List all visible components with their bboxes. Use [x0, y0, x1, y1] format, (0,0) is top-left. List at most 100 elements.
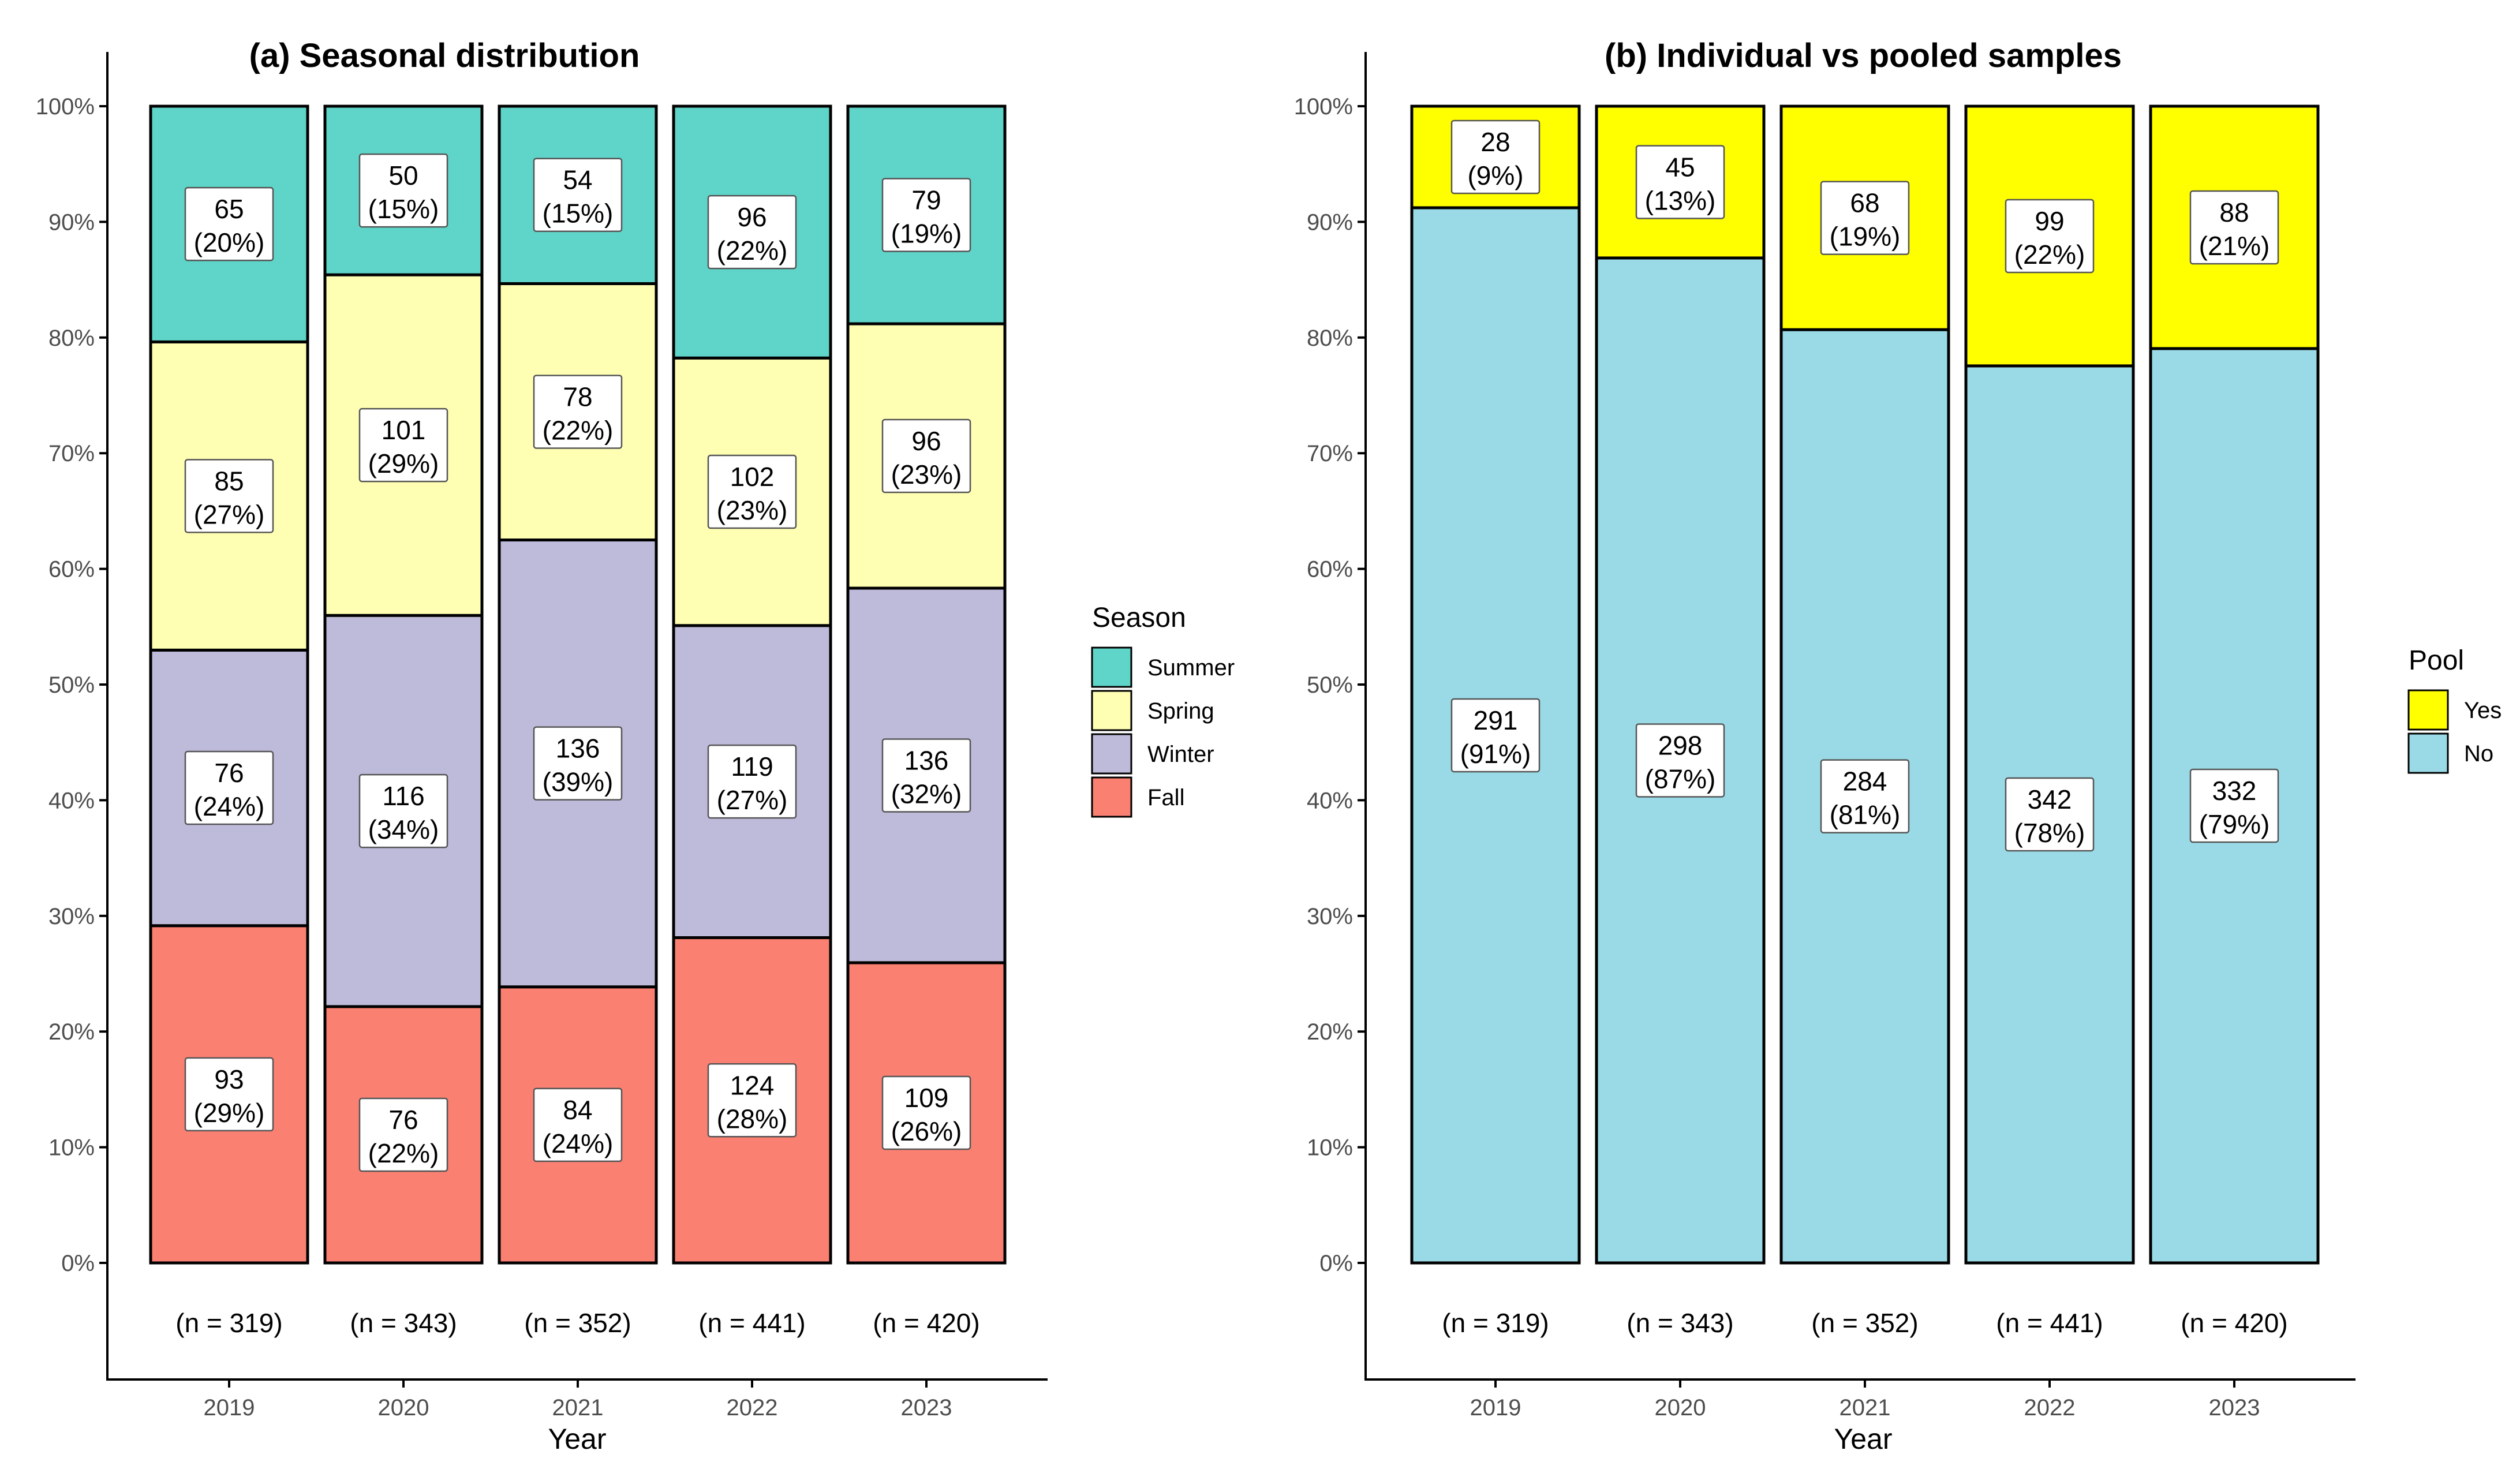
data-label-percent: (22%) — [543, 415, 614, 445]
data-label-percent: (34%) — [368, 814, 439, 844]
legend: Season Summer Spring Winter Fall — [1091, 603, 1235, 818]
legend-key-summer — [1091, 646, 1132, 688]
x-tick-label: 2021 — [1839, 1395, 1891, 1420]
data-label-count: 68 — [1850, 188, 1879, 218]
data-label-count: 96 — [911, 426, 941, 456]
n-label: (n = 319) — [1442, 1308, 1549, 1338]
data-label-percent: (13%) — [1645, 185, 1716, 215]
legend-key-yes — [2407, 689, 2449, 731]
y-tick-label: 80% — [48, 326, 95, 351]
data-label-percent: (32%) — [891, 779, 962, 809]
data-label-count: 88 — [2219, 197, 2249, 227]
data-label-percent: (22%) — [717, 235, 788, 266]
data-label-percent: (29%) — [368, 448, 439, 478]
data-label-box — [881, 418, 971, 494]
y-tick-label: 70% — [48, 441, 95, 466]
x-tick-label: 2022 — [2024, 1395, 2076, 1420]
legend-key-spring — [1091, 690, 1132, 731]
data-label-percent: (87%) — [1645, 764, 1716, 794]
data-label-count: 54 — [563, 165, 592, 195]
x-tick-label: 2023 — [901, 1395, 952, 1420]
data-label-count: 342 — [2028, 784, 2072, 814]
data-label-count: 124 — [730, 1070, 775, 1100]
y-tick-label: 10% — [48, 1135, 95, 1161]
legend-label-summer: Summer — [1147, 655, 1235, 681]
data-label-percent: (28%) — [717, 1104, 788, 1134]
data-label-percent: (19%) — [1830, 222, 1901, 252]
data-label-count: 136 — [904, 745, 949, 775]
data-label-count: 76 — [388, 1105, 418, 1135]
data-label-box — [184, 186, 274, 261]
legend-label-fall: Fall — [1147, 785, 1184, 810]
data-label-box — [1820, 759, 1910, 833]
bar-segment-yes — [1595, 104, 1766, 260]
x-tick-label: 2019 — [204, 1395, 255, 1420]
data-label-count: 93 — [214, 1064, 244, 1094]
x-tick-label: 2021 — [552, 1395, 604, 1420]
x-tick-label: 2020 — [378, 1395, 429, 1420]
data-label-count: 291 — [1474, 705, 1518, 735]
n-label: (n = 319) — [175, 1308, 282, 1338]
x-tick-label: 2020 — [1655, 1395, 1706, 1420]
panel-b: (b) Individual vs pooled samples 0% 10% 20%… — [1294, 37, 2502, 1455]
data-label-box — [881, 178, 971, 252]
y-tick-label: 90% — [1307, 210, 1353, 235]
y-tick-label: 10% — [1307, 1135, 1353, 1161]
data-label-count: 119 — [731, 752, 773, 782]
data-label-percent: (26%) — [891, 1116, 962, 1146]
data-label-box — [2189, 768, 2279, 843]
data-label-count: 99 — [2035, 206, 2064, 236]
data-label-count: 116 — [382, 781, 424, 811]
legend-label-no: No — [2464, 741, 2493, 767]
data-label-percent: (23%) — [891, 459, 962, 489]
data-label-box — [533, 375, 623, 449]
n-label: (n = 352) — [524, 1308, 631, 1338]
n-label: (n = 343) — [350, 1308, 457, 1338]
legend-label-winter: Winter — [1147, 742, 1214, 767]
data-label-box — [707, 1063, 797, 1138]
data-label-box — [358, 153, 448, 228]
y-tick-label: 20% — [1307, 1019, 1353, 1045]
data-label-count: 78 — [563, 382, 592, 412]
data-label-box — [358, 773, 448, 848]
y-tick-label: 30% — [1307, 904, 1353, 929]
data-label-percent: (20%) — [194, 227, 265, 257]
data-label-box — [707, 744, 797, 819]
y-tick-label: 80% — [1307, 326, 1353, 351]
x-axis-title: Year — [548, 1423, 606, 1455]
data-label-box — [533, 726, 623, 801]
data-label-percent: (27%) — [194, 499, 265, 529]
data-label-percent: (24%) — [194, 791, 265, 821]
panel-a: (a) Seasonal distribution 0% 10% 20% 30% 40% 5… — [36, 37, 1235, 1455]
legend-key-no — [2407, 732, 2449, 774]
data-label-count: 85 — [214, 466, 244, 496]
y-tick-label: 40% — [1307, 788, 1353, 813]
data-label-box — [1635, 723, 1725, 798]
data-label-percent: (23%) — [717, 495, 788, 525]
data-label-box — [2005, 777, 2095, 852]
data-label-count: 298 — [1658, 730, 1703, 760]
data-label-count: 84 — [563, 1095, 592, 1125]
x-tick-label: 2023 — [2209, 1395, 2260, 1420]
data-label-count: 79 — [911, 185, 941, 215]
legend-key-fall — [1091, 776, 1132, 818]
y-tick-label: 0% — [61, 1251, 95, 1276]
data-label-box — [533, 158, 623, 232]
data-label-box — [184, 459, 274, 533]
data-label-count: 101 — [382, 415, 426, 445]
data-label-count: 50 — [388, 160, 418, 190]
data-label-percent: (15%) — [368, 194, 439, 224]
y-tick-label: 50% — [1307, 672, 1353, 698]
legend-label-yes: Yes — [2464, 698, 2502, 723]
data-label-percent: (79%) — [2199, 809, 2270, 839]
data-label-box — [707, 454, 797, 529]
data-label-percent: (39%) — [543, 767, 614, 797]
x-tick-label: 2019 — [1470, 1395, 1521, 1420]
data-label-percent: (24%) — [543, 1128, 614, 1158]
y-tick-label: 60% — [48, 557, 95, 582]
data-label-percent: (78%) — [2014, 818, 2085, 848]
data-label-box — [1635, 145, 1725, 219]
data-label-percent: (15%) — [543, 199, 614, 229]
legend-label-spring: Spring — [1147, 698, 1214, 724]
